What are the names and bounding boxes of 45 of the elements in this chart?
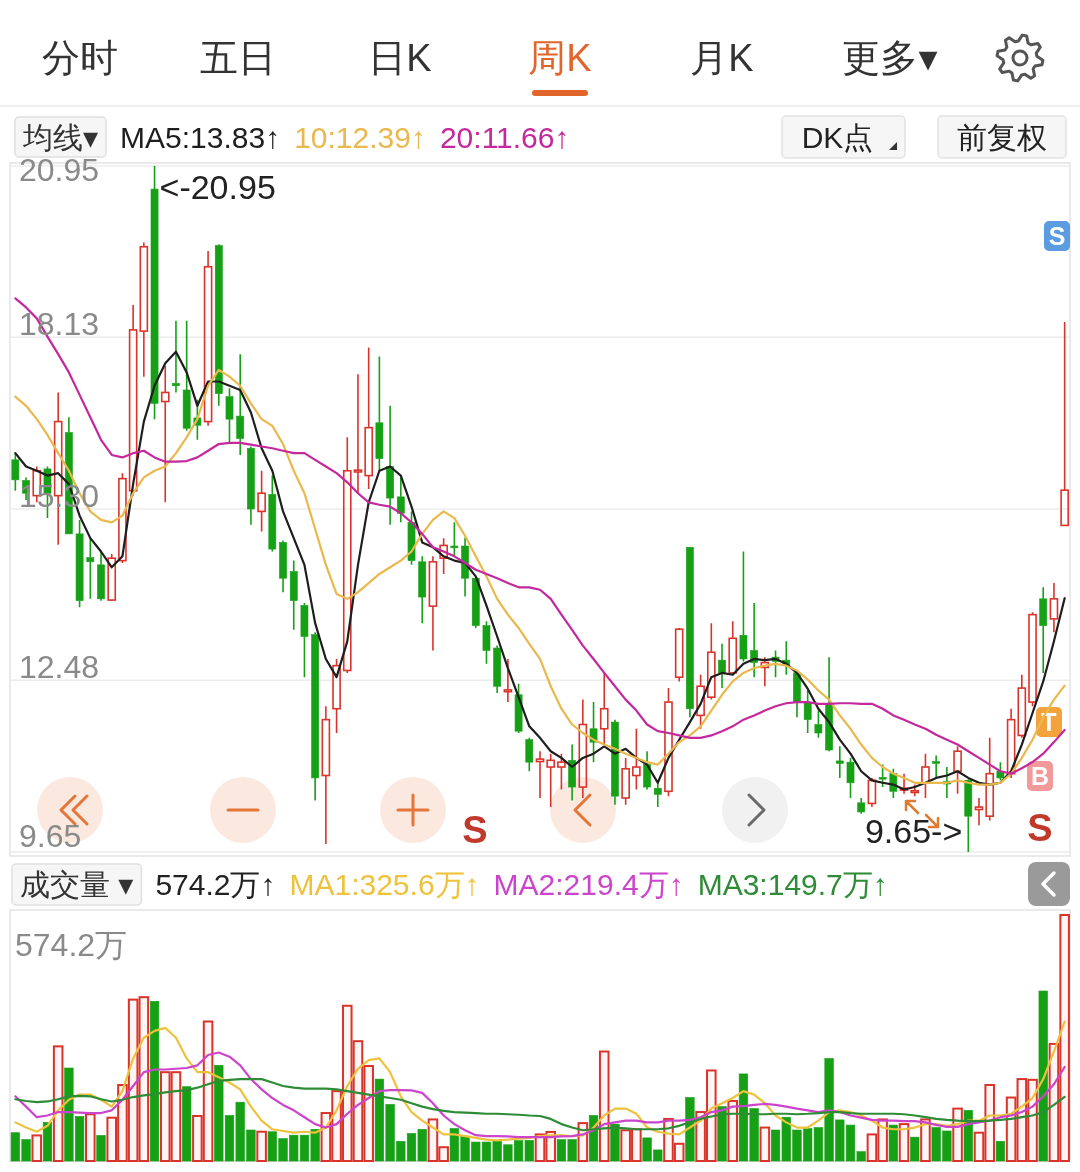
bar (759, 1126, 771, 1162)
text: 日K (368, 37, 432, 79)
chart-title: 均线▾ (22, 120, 99, 154)
bar (888, 1124, 898, 1162)
y-tick-label: 12.48 (19, 649, 100, 686)
y-tick-label: 9.65 (19, 818, 82, 855)
bar (920, 1118, 931, 1162)
text: 分时 (42, 37, 118, 79)
bar (963, 1110, 973, 1162)
text: MA5:13.83↑ (120, 120, 281, 154)
text: 更多▾ (842, 37, 938, 79)
chart-title: 成交量 ▾ (20, 868, 134, 901)
bar (182, 1086, 192, 1162)
text: MA3:149.7万↑ (697, 867, 888, 901)
bar (995, 1141, 1005, 1162)
bar (149, 1001, 160, 1162)
bar (717, 1106, 727, 1162)
bar (31, 1134, 43, 1162)
y-tick-label: 20.95 (19, 151, 100, 188)
bar (96, 1135, 106, 1162)
text: MA1:325.6万↑ (289, 867, 480, 901)
annotation: 574.2万 (15, 927, 128, 963)
bar (1038, 990, 1048, 1162)
annotation: S (462, 809, 488, 851)
text: 月K (690, 37, 754, 79)
text: 574.2万↑ (155, 867, 276, 901)
text: 20:11.66↑ (439, 120, 570, 154)
bar (598, 1050, 610, 1162)
text: MA2:219.4万↑ (493, 867, 684, 901)
bar (898, 1123, 910, 1162)
text: 10:12.39↑ (294, 120, 426, 154)
bar (42, 1122, 53, 1162)
bar (256, 1130, 267, 1162)
text: DK点 (801, 120, 874, 154)
text: 前复权 (957, 120, 1047, 154)
bar (610, 1123, 620, 1162)
annotation: <-20.95 (159, 168, 276, 206)
bar (910, 1136, 920, 1162)
text: 周K (528, 37, 592, 79)
bar (727, 1099, 739, 1162)
bar (85, 1113, 96, 1162)
text: 五日 (200, 37, 276, 79)
annotation: S (1027, 807, 1053, 849)
annotation: 9.65-> (864, 812, 963, 850)
annotation: T (1041, 708, 1057, 736)
